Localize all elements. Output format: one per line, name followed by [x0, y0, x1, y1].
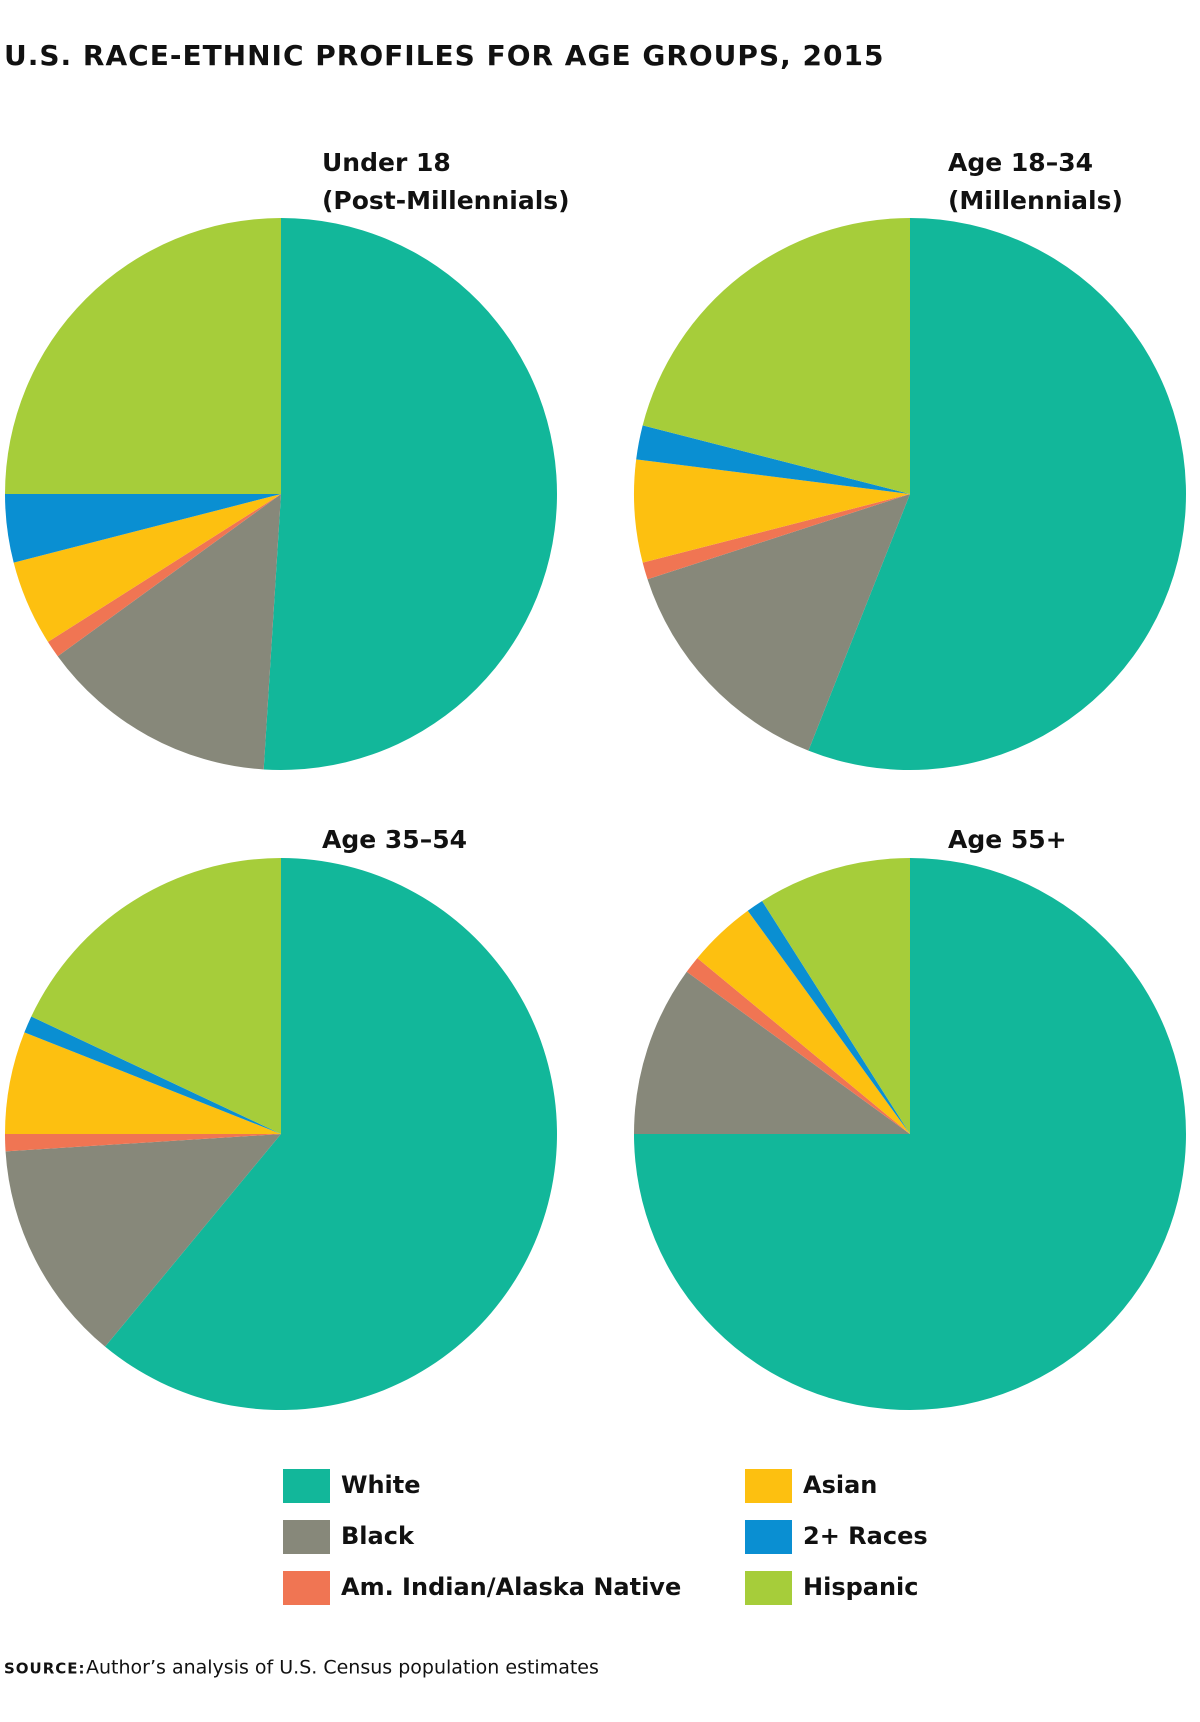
legend-swatch	[745, 1571, 792, 1605]
pie-slice	[24, 1016, 282, 1134]
pie-subtitle: (Post-Millennials)	[322, 186, 570, 215]
legend-label: Am. Indian/Alaska Native	[341, 1573, 681, 1601]
pie-slice	[5, 1134, 282, 1347]
legend-label: White	[341, 1471, 421, 1499]
pie-slice	[634, 459, 910, 563]
pie-slice	[47, 494, 282, 657]
legend-swatch	[745, 1520, 792, 1554]
pie-slice	[686, 958, 910, 1134]
pie-title: Age 18–34	[948, 148, 1093, 177]
legend-label: Hispanic	[803, 1573, 919, 1601]
pie-slice	[57, 494, 282, 770]
pie-title: Age 55+	[948, 825, 1067, 854]
legend-label: Black	[341, 1522, 415, 1550]
pie-slice	[762, 858, 910, 1134]
legend-swatch	[283, 1469, 330, 1503]
pie-slice	[263, 218, 557, 770]
pie-slice	[5, 1134, 281, 1152]
pie-slice	[647, 494, 910, 751]
pie-slice	[5, 1032, 281, 1134]
pie-slice	[642, 218, 910, 494]
pie-slice	[31, 858, 282, 1134]
pie-slice	[747, 900, 910, 1134]
source: Author’s analysis of U.S. Census populat…	[86, 1657, 599, 1679]
source-label: SOURCE:	[4, 1660, 86, 1678]
pie-slice	[697, 910, 910, 1134]
pie-slice	[634, 971, 910, 1134]
page-title: U.S. RACE-ETHNIC PROFILES FOR AGE GROUPS…	[4, 39, 884, 72]
pie-slice	[808, 218, 1187, 770]
legend-swatch	[745, 1469, 792, 1503]
pie-title: Under 18	[322, 148, 451, 177]
pie-slice	[13, 494, 281, 642]
pie-slice	[5, 218, 281, 494]
pie-slice	[5, 494, 281, 563]
pie-slice	[105, 858, 558, 1410]
pie-title: Age 35–54	[322, 825, 467, 854]
pie-slice	[642, 494, 910, 580]
pie-slice	[636, 425, 910, 494]
legend-label: Asian	[803, 1471, 877, 1499]
legend-swatch	[283, 1571, 330, 1605]
legend-swatch	[283, 1520, 330, 1554]
pie-subtitle: (Millennials)	[948, 186, 1123, 215]
legend-label: 2+ Races	[803, 1522, 928, 1550]
